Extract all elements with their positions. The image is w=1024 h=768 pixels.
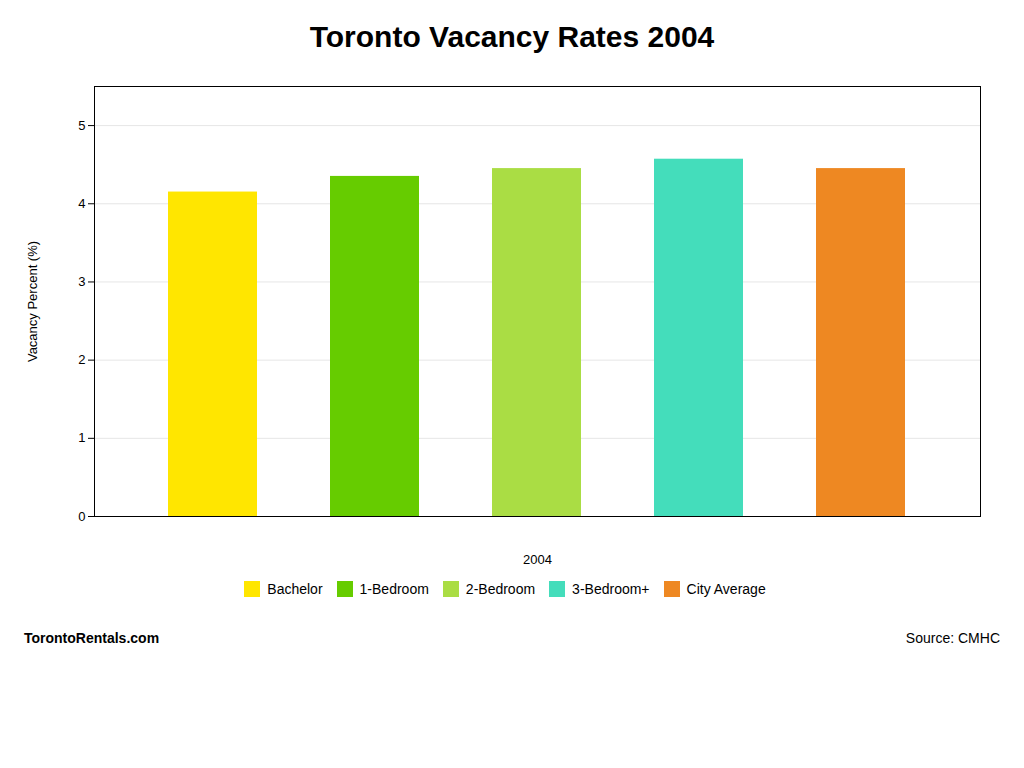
html-text:City Average: City Average <box>686 580 766 597</box>
html-text:Bachelor: Bachelor <box>267 580 323 597</box>
svg-text:1: 1 <box>78 430 85 445</box>
html-text:1-Bedroom: 1-Bedroom <box>359 580 429 597</box>
svg-text:5: 5 <box>78 118 85 133</box>
svg-text:2004: 2004 <box>523 552 552 567</box>
svg-text:4: 4 <box>78 196 85 211</box>
svg-text:Vacancy Percent (%): Vacancy Percent (%) <box>25 241 40 362</box>
svg-text:2: 2 <box>78 352 85 367</box>
svg-text:0: 0 <box>78 509 85 524</box>
svg-text:3: 3 <box>78 274 85 289</box>
html-text:Toronto Vacancy Rates 2004: Toronto Vacancy Rates 2004 <box>309 20 715 53</box>
html-text:3-Bedroom+: 3-Bedroom+ <box>572 580 650 597</box>
html-text:Source: CMHC: Source: CMHC <box>905 630 1000 646</box>
html-text:2-Bedroom: 2-Bedroom <box>465 580 536 597</box>
html-text:TorontoRentals.com: TorontoRentals.com <box>24 630 160 646</box>
